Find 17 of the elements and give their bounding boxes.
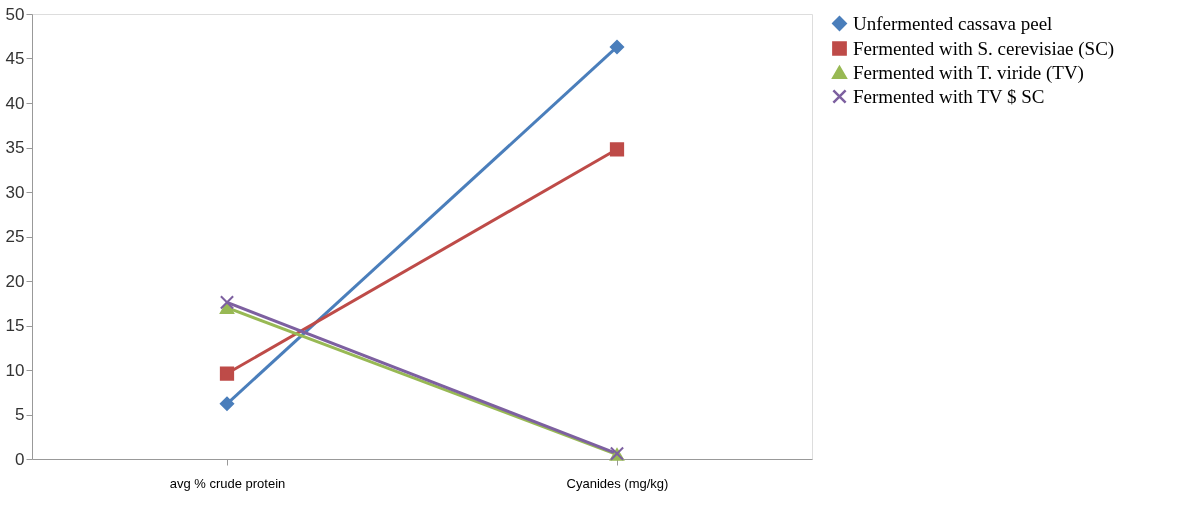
x-tick-label: Cyanides (mg/kg) bbox=[566, 475, 669, 491]
legend-label: Fermented with TV $ SC bbox=[853, 85, 1045, 107]
y-tick-label: 45 bbox=[5, 49, 25, 68]
legend-label: Fermented with S. cerevisiae (SC) bbox=[853, 37, 1115, 60]
y-tick-label: 0 bbox=[15, 449, 25, 469]
y-tick-label: 40 bbox=[5, 93, 25, 113]
y-tick-label: 35 bbox=[5, 138, 25, 157]
y-tick-label: 20 bbox=[5, 271, 25, 291]
y-tick-label: 25 bbox=[5, 227, 25, 246]
legend-label: Unfermented cassava peel bbox=[853, 12, 1053, 34]
x-tick-label: avg % crude protein bbox=[169, 475, 286, 491]
legend-label: Fermented with T. viride (TV) bbox=[853, 61, 1084, 84]
y-tick-label: 10 bbox=[5, 360, 25, 380]
y-tick-label: 50 bbox=[5, 4, 25, 24]
y-tick-label: 30 bbox=[5, 182, 25, 202]
y-tick-label: 5 bbox=[15, 405, 25, 424]
y-tick-label: 15 bbox=[5, 316, 25, 335]
